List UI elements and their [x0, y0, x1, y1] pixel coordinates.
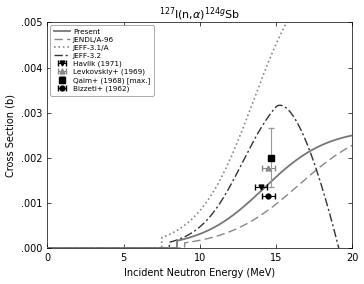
JEFF-3.1/A — [45, 246, 50, 250]
JENDL/A-96 — [285, 193, 290, 197]
JENDL/A-96 — [194, 239, 198, 243]
JEFF-3.2 — [341, 265, 345, 269]
JENDL/A-96 — [341, 149, 345, 152]
JENDL/A-96 — [61, 246, 65, 250]
JEFF-3.1/A — [61, 246, 65, 250]
Y-axis label: Cross Section (b): Cross Section (b) — [5, 94, 16, 177]
JEFF-3.2 — [45, 246, 50, 250]
Present — [194, 234, 198, 237]
JENDL/A-96 — [45, 246, 50, 250]
Present — [61, 246, 65, 250]
X-axis label: Incident Neutron Energy (MeV): Incident Neutron Energy (MeV) — [124, 268, 276, 278]
Line: JEFF-3.1/A: JEFF-3.1/A — [47, 0, 352, 248]
JEFF-3.1/A — [194, 214, 198, 217]
Present — [341, 136, 345, 139]
JENDL/A-96 — [341, 149, 345, 152]
JEFF-3.2 — [61, 246, 65, 250]
Line: JENDL/A-96: JENDL/A-96 — [47, 145, 352, 248]
JENDL/A-96 — [185, 241, 190, 244]
Present — [45, 246, 50, 250]
Present — [185, 236, 190, 240]
Present — [285, 165, 290, 169]
JEFF-3.1/A — [185, 221, 190, 225]
Present — [341, 136, 345, 139]
JEFF-3.2 — [185, 234, 190, 237]
Legend: Present, JENDL/A-96, JEFF-3.1/A, JEFF-3.2, Havlik (1971), Levkovskiy+ (1969), Qa: Present, JENDL/A-96, JEFF-3.1/A, JEFF-3.… — [50, 25, 154, 96]
Present — [350, 134, 355, 137]
Line: JEFF-3.2: JEFF-3.2 — [47, 105, 352, 284]
JEFF-3.2 — [194, 228, 198, 232]
JEFF-3.2 — [278, 104, 282, 107]
JEFF-3.2 — [285, 107, 290, 111]
JENDL/A-96 — [350, 144, 355, 147]
Title: $^{127}$I(n,$\alpha$)$^{124g}$Sb: $^{127}$I(n,$\alpha$)$^{124g}$Sb — [159, 6, 240, 23]
JEFF-3.1/A — [285, 19, 290, 22]
Line: Present: Present — [47, 135, 352, 248]
JEFF-3.2 — [341, 266, 346, 269]
